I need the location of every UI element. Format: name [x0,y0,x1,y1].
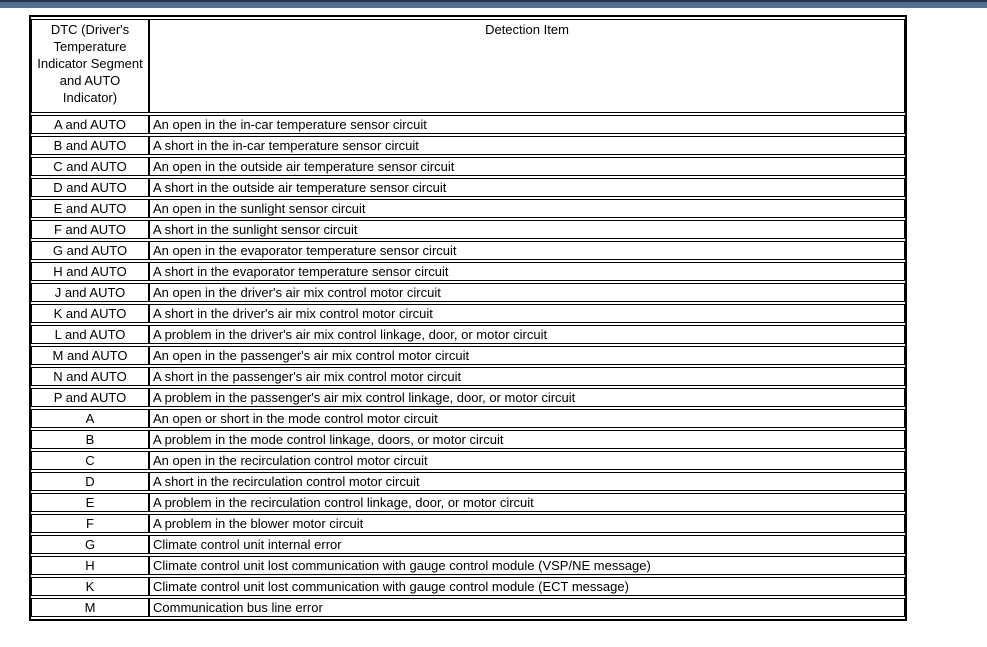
detection-item-cell: A short in the driver's air mix control … [149,304,905,323]
detection-item-cell: A short in the in-car temperature sensor… [149,136,905,155]
dtc-code-cell: K [31,577,149,596]
table-row: C and AUTO An open in the outside air tem… [31,157,905,176]
dtc-code-cell: A [31,409,149,428]
dtc-code-cell: H [31,556,149,575]
detection-item-cell: A short in the passenger's air mix contr… [149,367,905,386]
detection-item-cell: Climate control unit internal error [149,535,905,554]
dtc-code-cell: A and AUTO [31,115,149,134]
detection-item-cell: A short in the sunlight sensor circuit [149,220,905,239]
dtc-code-cell: D [31,472,149,491]
dtc-code-cell: L and AUTO [31,325,149,344]
dtc-code-cell: C and AUTO [31,157,149,176]
detection-item-cell: Climate control unit lost communication … [149,577,905,596]
table-row: G and AUTO An open in the evaporator temp… [31,241,905,260]
detection-item-cell: A problem in the driver's air mix contro… [149,325,905,344]
table-row: D and AUTO A short in the outside air tem… [31,178,905,197]
table-row: H Climate control unit lost communication… [31,556,905,575]
dtc-code-cell: F [31,514,149,533]
detection-item-cell: A problem in the passenger's air mix con… [149,388,905,407]
dtc-code-cell: B [31,430,149,449]
table-row: K and AUTO A short in the driver's air mi… [31,304,905,323]
table-row: L and AUTO A problem in the driver's air … [31,325,905,344]
table-row: A An open or short in the mode control mo… [31,409,905,428]
dtc-code-cell: D and AUTO [31,178,149,197]
table-row: M Communication bus line error [31,598,905,617]
table-row: H and AUTO A short in the evaporator temp… [31,262,905,281]
dtc-table: DTC (Driver's Temperature Indicator Segm… [31,17,905,619]
table-row: N and AUTO A short in the passenger's air… [31,367,905,386]
dtc-code-cell: N and AUTO [31,367,149,386]
dtc-code-cell: G and AUTO [31,241,149,260]
header-detection-item-column: Detection Item [149,19,905,113]
header-dtc-column: DTC (Driver's Temperature Indicator Segm… [31,19,149,113]
dtc-code-cell: E and AUTO [31,199,149,218]
window-top-bar [0,0,987,8]
dtc-code-cell: M [31,598,149,617]
table-body: A and AUTO An open in the in-car temperat… [31,115,905,617]
dtc-code-cell: K and AUTO [31,304,149,323]
dtc-code-cell: H and AUTO [31,262,149,281]
detection-item-cell: Communication bus line error [149,598,905,617]
dtc-table-frame: DTC (Driver's Temperature Indicator Segm… [29,15,907,621]
detection-item-cell: A short in the recirculation control mot… [149,472,905,491]
table-row: P and AUTO A problem in the passenger's a… [31,388,905,407]
detection-item-cell: A problem in the blower motor circuit [149,514,905,533]
dtc-code-cell: B and AUTO [31,136,149,155]
dtc-code-cell: F and AUTO [31,220,149,239]
detection-item-cell: An open in the evaporator temperature se… [149,241,905,260]
detection-item-cell: An open in the driver's air mix control … [149,283,905,302]
dtc-code-cell: E [31,493,149,512]
detection-item-cell: A short in the outside air temperature s… [149,178,905,197]
dtc-code-cell: J and AUTO [31,283,149,302]
table-row: J and AUTO An open in the driver's air mi… [31,283,905,302]
table-header: DTC (Driver's Temperature Indicator Segm… [31,19,905,113]
detection-item-cell: An open in the recirculation control mot… [149,451,905,470]
dtc-code-cell: M and AUTO [31,346,149,365]
detection-item-cell: A short in the evaporator temperature se… [149,262,905,281]
table-row: B and AUTO A short in the in-car temperat… [31,136,905,155]
dtc-code-cell: P and AUTO [31,388,149,407]
detection-item-cell: An open in the passenger's air mix contr… [149,346,905,365]
dtc-code-cell: C [31,451,149,470]
dtc-code-cell: G [31,535,149,554]
table-row: M and AUTO An open in the passenger's air… [31,346,905,365]
detection-item-cell: A problem in the mode control linkage, d… [149,430,905,449]
table-row: K Climate control unit lost communication… [31,577,905,596]
table-row: E and AUTO An open in the sunlight sensor… [31,199,905,218]
table-row: C An open in the recirculation control mo… [31,451,905,470]
table-row: G Climate control unit internal error [31,535,905,554]
header-row: DTC (Driver's Temperature Indicator Segm… [31,19,905,113]
detection-item-cell: An open or short in the mode control mot… [149,409,905,428]
detection-item-cell: An open in the outside air temperature s… [149,157,905,176]
table-row: A and AUTO An open in the in-car temperat… [31,115,905,134]
table-row: F and AUTO A short in the sunlight sensor… [31,220,905,239]
detection-item-cell: A problem in the recirculation control l… [149,493,905,512]
detection-item-cell: An open in the sunlight sensor circuit [149,199,905,218]
detection-item-cell: Climate control unit lost communication … [149,556,905,575]
detection-item-cell: An open in the in-car temperature sensor… [149,115,905,134]
